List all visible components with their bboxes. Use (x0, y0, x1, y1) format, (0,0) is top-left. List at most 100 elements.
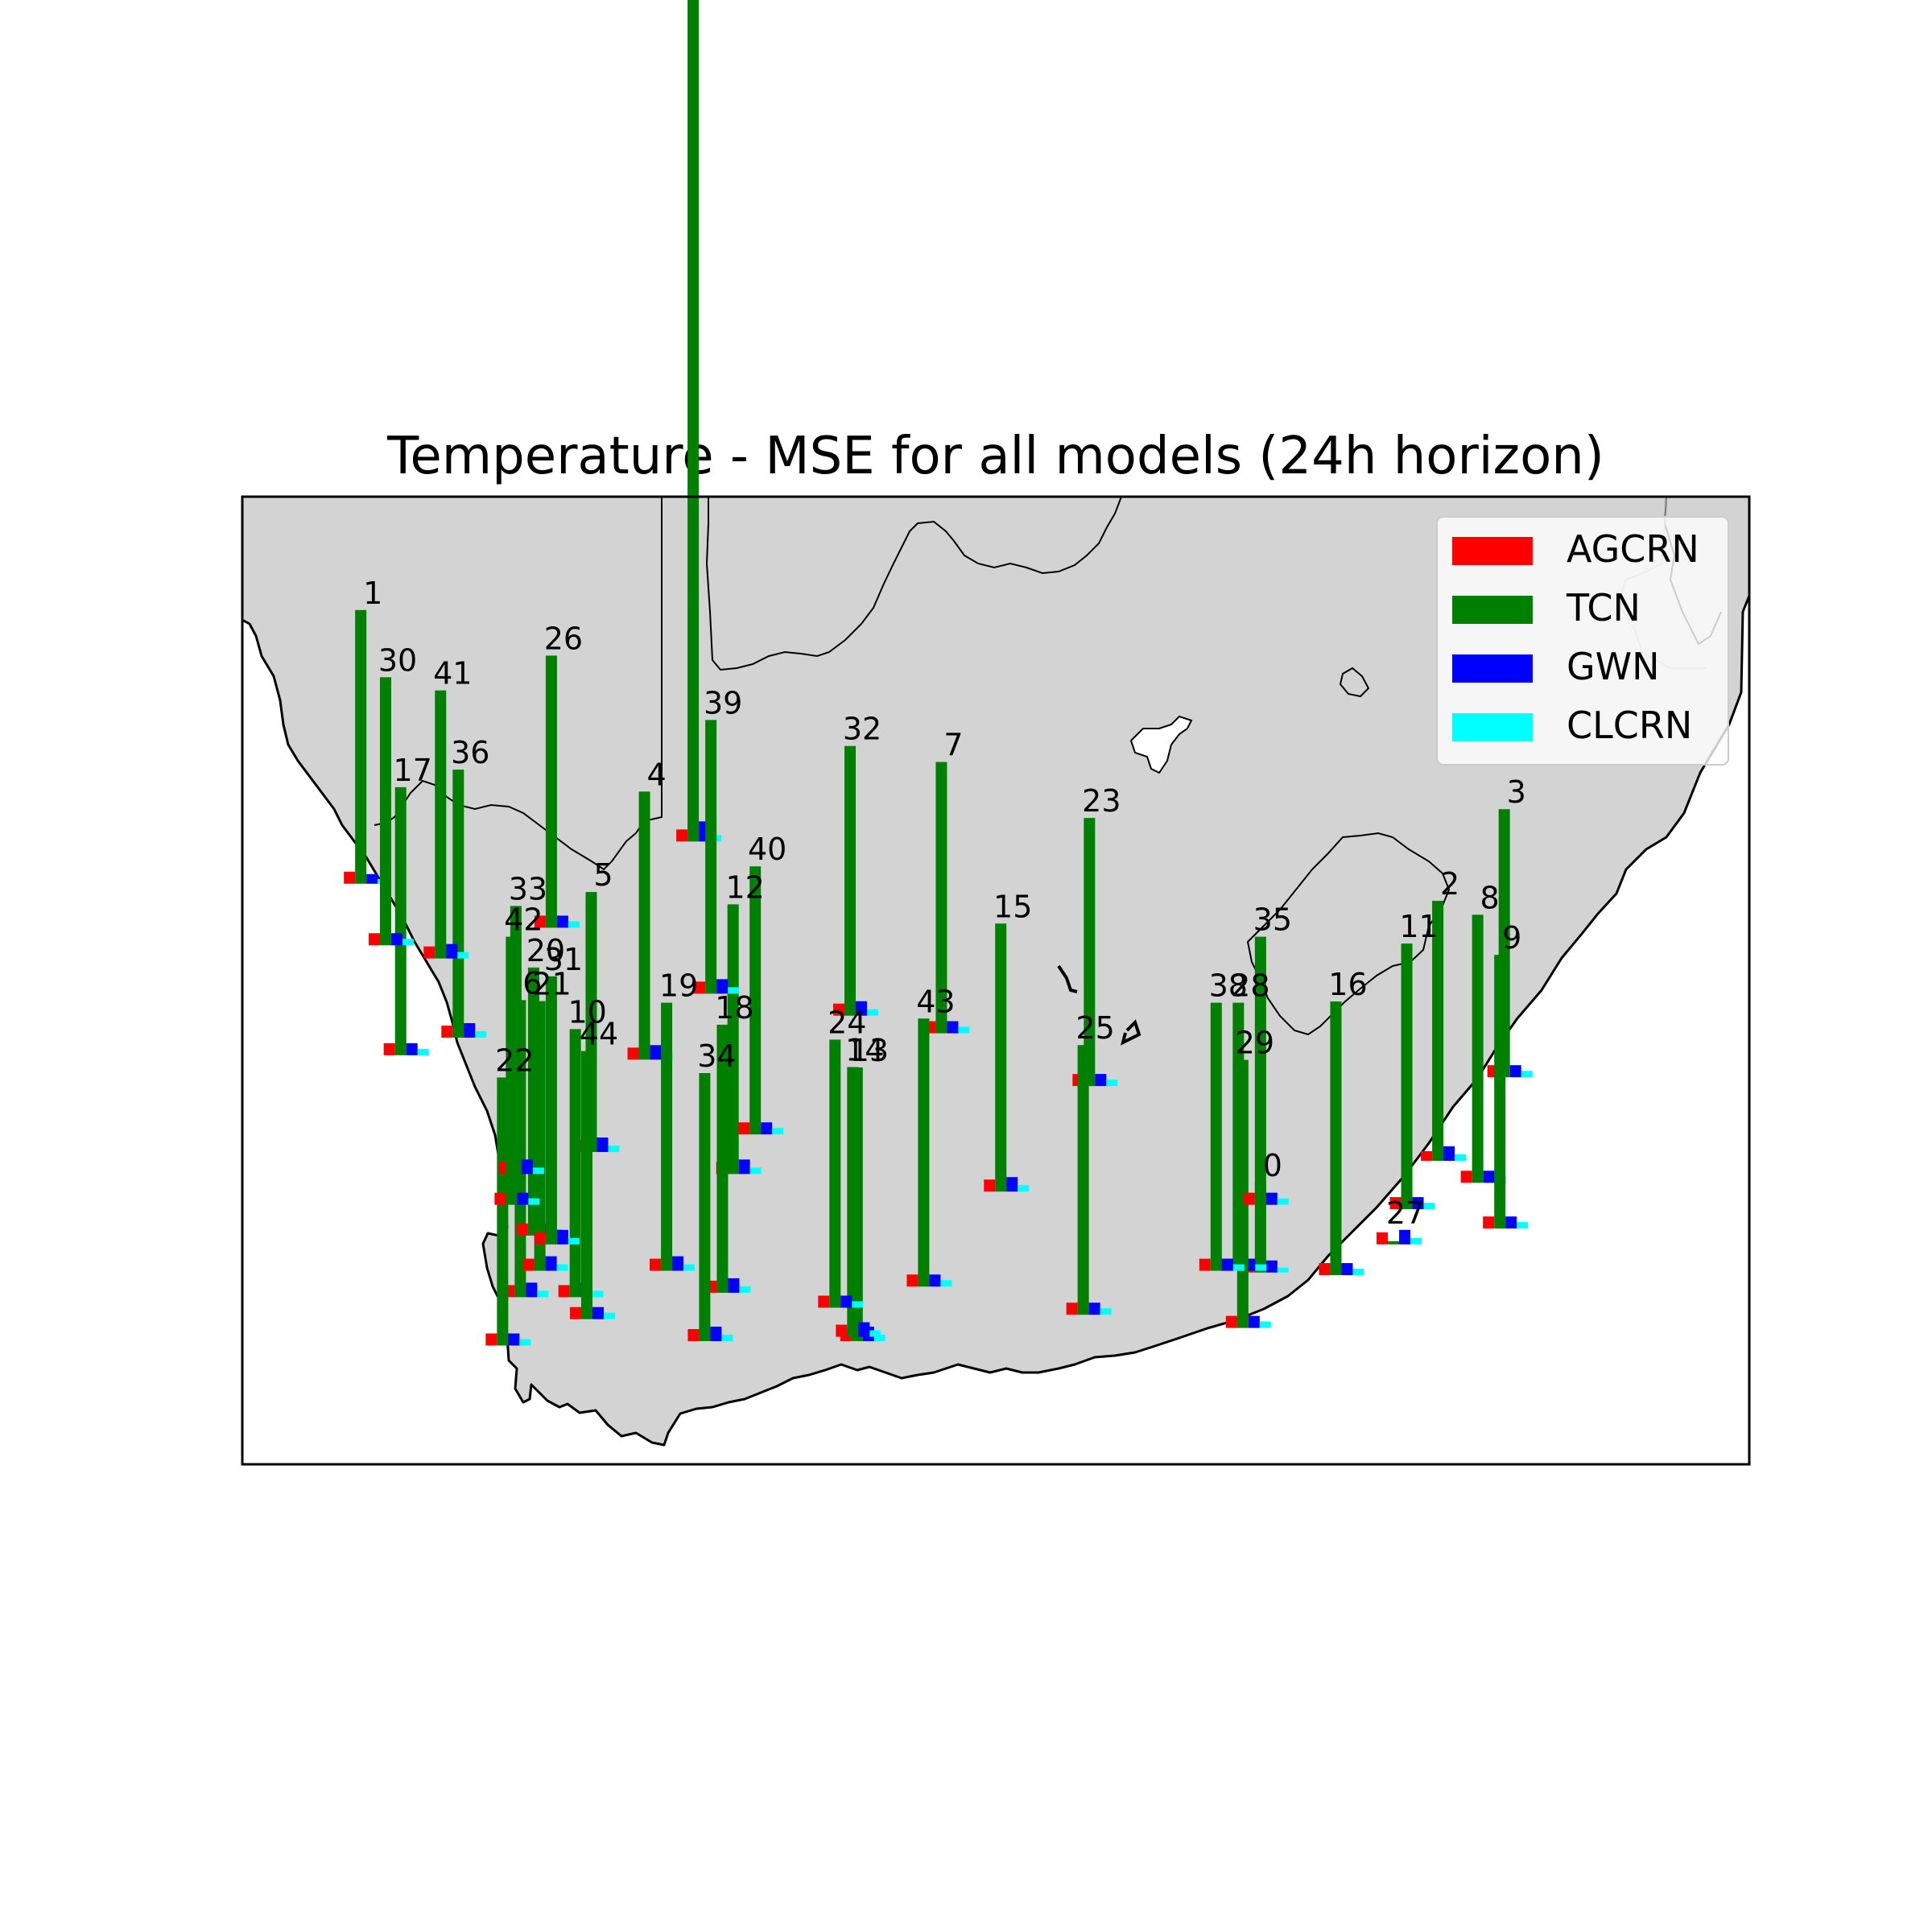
station-38-bars (1199, 1002, 1245, 1271)
station-2-bars (1421, 901, 1467, 1162)
bar-station-7-tcn (935, 762, 947, 1034)
bar-station-8-tcn (1472, 914, 1484, 1183)
bar-station-24-gwn (840, 1295, 852, 1308)
bar-station-30-agcrn (368, 933, 380, 946)
bar-station-15-tcn (995, 923, 1007, 1192)
station-label-20: 20 (526, 933, 565, 968)
bar-station-9-tcn (1494, 955, 1506, 1229)
bar-station-1-tcn (355, 609, 367, 884)
station-15-bars (984, 923, 1030, 1192)
bar-station-18-gwn (728, 1278, 740, 1293)
bar-station-21-gwn (545, 1256, 557, 1271)
bar-station-17-agcrn (383, 1042, 395, 1055)
bar-station-15-agcrn (984, 1179, 996, 1192)
bar-station-27-gwn (1399, 1229, 1411, 1245)
bar-station-11-gwn (1412, 1197, 1424, 1210)
station-label-29: 29 (1236, 1026, 1274, 1061)
bar-station-33-gwn (521, 1159, 533, 1174)
bar-station-9-agcrn (1483, 1216, 1495, 1229)
station-label-43: 43 (916, 984, 955, 1019)
bar-station-42-tcn (506, 936, 518, 1205)
station-label-21: 21 (532, 967, 571, 1002)
legend-swatch-clcrn (1452, 713, 1533, 741)
station-label-26: 26 (544, 621, 583, 656)
bar-station-10-tcn (569, 1029, 581, 1298)
station-label-33: 33 (509, 871, 547, 906)
station-label-1: 1 (363, 576, 382, 611)
bar-station-40-gwn (761, 1122, 773, 1135)
bar-station-30-clcrn (402, 939, 414, 946)
station-17-bars (383, 786, 429, 1055)
bar-station-41-tcn (435, 690, 447, 959)
bar-station-34-clcrn (721, 1335, 733, 1342)
bar-station-18-tcn (716, 1024, 729, 1293)
border-namibia (374, 497, 663, 871)
bar-station-41-clcrn (457, 952, 469, 959)
bar-station-2-clcrn (1455, 1154, 1467, 1162)
station-label-34: 34 (697, 1038, 736, 1074)
bar-station-44-agcrn (569, 1307, 581, 1319)
bar-station-26-agcrn (534, 915, 546, 928)
legend-swatch-gwn (1452, 654, 1533, 683)
station-label-3: 3 (1507, 774, 1526, 810)
bar-station-11-tcn (1401, 943, 1413, 1210)
bar-station-33-clcrn (532, 1167, 544, 1174)
bar-station-0-clcrn (1277, 1267, 1289, 1273)
station-label-9: 9 (1502, 920, 1521, 956)
station-29-bars (1225, 1059, 1271, 1328)
bar-station-29-gwn (1248, 1315, 1260, 1328)
bar-station-29-agcrn (1225, 1315, 1237, 1328)
station-label-24: 24 (828, 1005, 866, 1040)
bar-station-22-clcrn (519, 1339, 531, 1346)
bar-station-21-agcrn (522, 1258, 535, 1271)
bar-station-24-clcrn (852, 1301, 864, 1308)
bar-station-39-agcrn (694, 981, 706, 994)
bar-station-31-gwn (556, 1229, 568, 1245)
bar-station-27-clcrn (1410, 1237, 1422, 1245)
bar-station-5-clcrn (608, 1146, 620, 1153)
legend-label-gwn: GWN (1567, 645, 1660, 688)
station-32-bars (833, 745, 879, 1016)
station-label-32: 32 (843, 712, 881, 747)
bar-station-3-gwn (1509, 1065, 1521, 1078)
chart-title: Temperature - MSE for all models (24h ho… (386, 427, 1604, 486)
station-11-bars (1389, 943, 1435, 1210)
station-19-bars (650, 1002, 696, 1271)
bar-station-34-agcrn (687, 1329, 700, 1342)
bar-station-12-gwn (738, 1159, 750, 1174)
bar-station-21-clcrn (556, 1264, 568, 1271)
station-35-bars (1243, 936, 1289, 1205)
station-31-bars (534, 976, 580, 1245)
bar-station-31-clcrn (568, 1237, 580, 1245)
bar-station-3-clcrn (1521, 1071, 1533, 1078)
bar-station-4-gwn (650, 1045, 662, 1060)
legend-swatch-tcn (1452, 596, 1533, 624)
station-labels: 0123456789101112131415161718192021222324… (363, 576, 1526, 1231)
map-frame (241, 495, 1751, 1466)
station-24-bars (818, 1039, 864, 1308)
bar-station-16-tcn (1330, 1001, 1342, 1276)
station-label-40: 40 (748, 832, 786, 867)
station-34-bars (687, 1073, 733, 1342)
bar-station-23-clcrn (1106, 1080, 1118, 1087)
bar-station-38-gwn (1221, 1258, 1233, 1271)
bar-station-2-agcrn (1421, 1151, 1433, 1162)
bar-station-9-clcrn (1517, 1222, 1529, 1229)
bar-station-25-agcrn (1066, 1302, 1078, 1315)
station-label-30: 30 (378, 642, 417, 678)
bar-station-26-clcrn (568, 921, 580, 928)
station-label-8: 8 (1480, 880, 1500, 915)
bar-station-30-gwn (390, 933, 402, 946)
legend-label-agcrn: AGCRN (1567, 527, 1699, 571)
bar-station-14-gwn (858, 1322, 870, 1337)
bar-station-12-clcrn (749, 1167, 762, 1174)
bar-station-40-tcn (749, 866, 762, 1135)
bar-station-0-tcn (1254, 1182, 1266, 1273)
station-label-28: 28 (1231, 968, 1269, 1004)
bar-station-36-clcrn (475, 1031, 487, 1038)
station-label-23: 23 (1082, 783, 1121, 819)
bar-station-18-clcrn (739, 1286, 751, 1293)
station-label-10: 10 (568, 994, 606, 1030)
station-label-0: 0 (1263, 1148, 1282, 1183)
